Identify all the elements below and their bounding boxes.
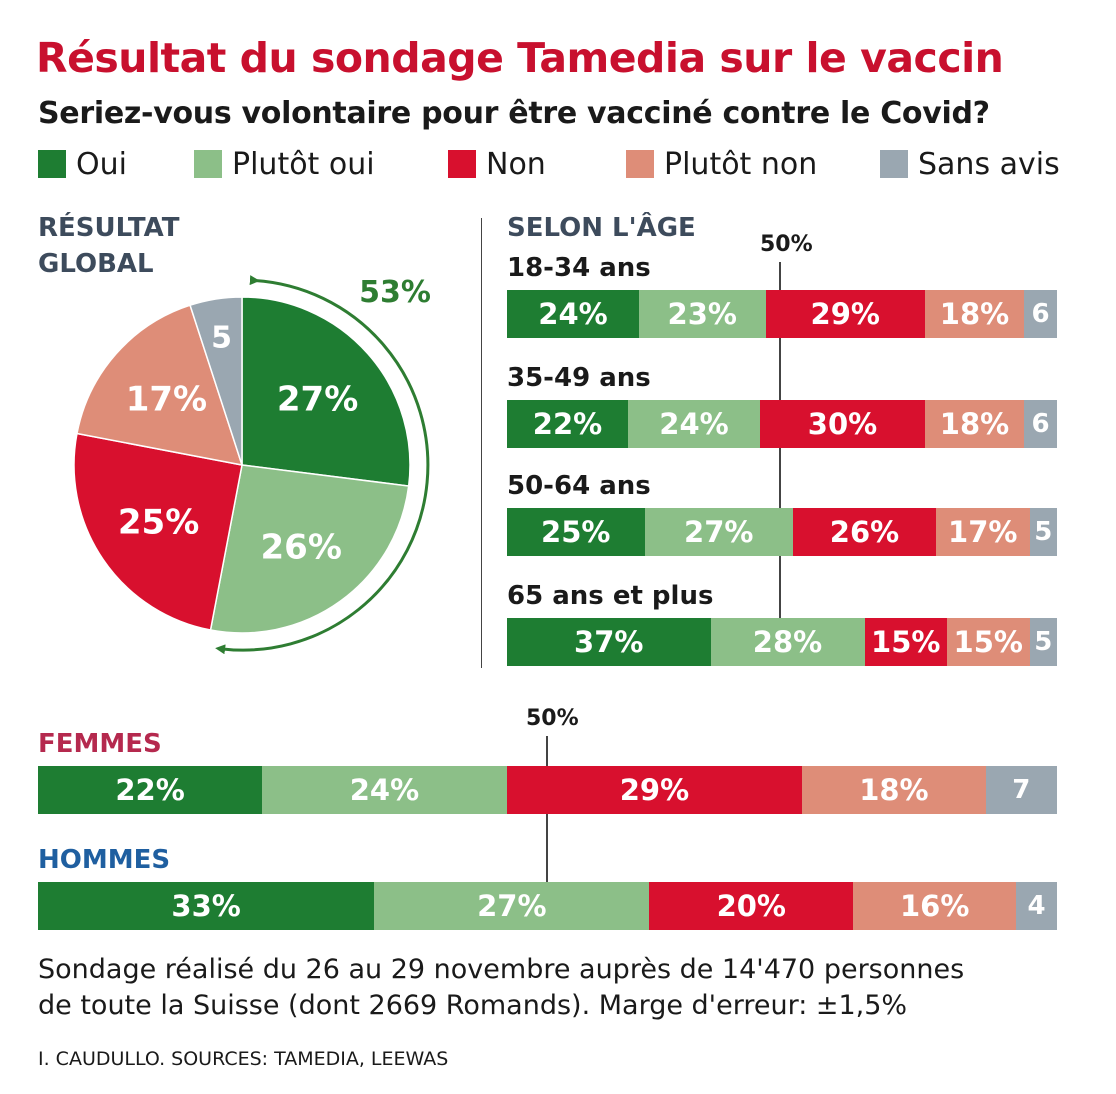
legend-swatch bbox=[626, 150, 654, 178]
bar-segment-oui: 22% bbox=[38, 766, 263, 814]
age-fifty-label: 50% bbox=[760, 232, 813, 257]
legend-swatch bbox=[38, 150, 66, 178]
legend-label: Plutôt non bbox=[664, 146, 818, 182]
legend-swatch bbox=[880, 150, 908, 178]
bar-segment-sans-avis: 7 bbox=[985, 766, 1057, 814]
bar-segment-oui: 24% bbox=[507, 290, 639, 338]
legend-item-oui: Oui bbox=[38, 144, 127, 184]
legend-label: Sans avis bbox=[918, 146, 1060, 182]
footnote-line1: Sondage réalisé du 26 au 29 novembre aup… bbox=[38, 954, 965, 985]
bar-segment-oui: 22% bbox=[507, 400, 628, 448]
pie-slice-plut-t-non bbox=[76, 304, 244, 466]
legend-item-non: Non bbox=[448, 144, 546, 184]
age-label-35-49: 35-49 ans bbox=[507, 363, 651, 393]
bar-segment-plut-t-non: 18% bbox=[925, 400, 1024, 448]
pie-chart: 27% 26% 25% 17%5 53% bbox=[73, 275, 431, 655]
bar-segment-non: 15% bbox=[864, 618, 947, 666]
bar-segment-plut-t-oui: 28% bbox=[710, 618, 865, 666]
gender-label-femmes: FEMMES bbox=[38, 729, 162, 759]
age-fifty-line bbox=[779, 262, 781, 640]
legend: Oui Plutôt oui Non Plutôt non Sans avis bbox=[38, 144, 1078, 184]
bar-segment-non: 20% bbox=[649, 882, 854, 930]
legend-item-plutot-non: Plutôt non bbox=[626, 144, 817, 184]
age-bar-50-64: 25% 27% 26% 17% 5 bbox=[507, 508, 1057, 556]
age-bar-35-49: 22% 24% 30% 18% 6 bbox=[507, 400, 1057, 448]
bar-segment-sans-avis: 4 bbox=[1016, 882, 1057, 930]
bar-segment-plut-t-non: 18% bbox=[925, 290, 1024, 338]
bar-segment-sans-avis: 6 bbox=[1024, 290, 1057, 338]
pie-label: 27% bbox=[277, 379, 358, 419]
legend-label: Non bbox=[486, 146, 546, 182]
legend-label: Oui bbox=[76, 146, 127, 182]
pie-annotation-arrow bbox=[215, 275, 430, 655]
gender-bar-femmes: 22% 24% 29% 18% 7 bbox=[38, 766, 1057, 814]
age-bar-18-34: 24% 23% 29% 18% 6 bbox=[507, 290, 1057, 338]
legend-item-sans-avis: Sans avis bbox=[880, 144, 1060, 184]
pie-label: 17% bbox=[126, 379, 207, 419]
pie-slice-non bbox=[73, 432, 243, 631]
legend-label: Plutôt oui bbox=[232, 146, 375, 182]
chart-title: Résultat du sondage Tamedia sur le vacci… bbox=[36, 34, 1004, 82]
legend-swatch bbox=[448, 150, 476, 178]
bar-segment-plut-t-oui: 24% bbox=[628, 400, 760, 448]
bar-segment-non: 26% bbox=[793, 508, 936, 556]
bar-segment-sans-avis: 5 bbox=[1029, 508, 1057, 556]
bar-segment-oui: 25% bbox=[507, 508, 645, 556]
bar-segment-oui: 37% bbox=[507, 618, 711, 666]
pie-annotation: 53% bbox=[359, 275, 431, 310]
bar-segment-plut-t-non: 15% bbox=[947, 618, 1030, 666]
bar-segment-plut-t-non: 17% bbox=[936, 508, 1030, 556]
bar-segment-plut-t-non: 18% bbox=[802, 766, 986, 814]
bar-segment-oui: 33% bbox=[38, 882, 375, 930]
gender-label-hommes: HOMMES bbox=[38, 845, 171, 875]
bar-segment-plut-t-oui: 27% bbox=[644, 508, 793, 556]
pie-label: 25% bbox=[118, 503, 199, 543]
legend-item-plutot-oui: Plutôt oui bbox=[194, 144, 375, 184]
section-divider bbox=[481, 218, 482, 668]
bar-segment-non: 29% bbox=[765, 290, 925, 338]
pie-slice-oui bbox=[241, 296, 411, 487]
global-section-label: RÉSULTAT GLOBAL bbox=[38, 210, 179, 282]
age-label-50-64: 50-64 ans bbox=[507, 471, 651, 501]
footnote-line2: de toute la Suisse (dont 2669 Romands). … bbox=[38, 990, 908, 1021]
age-label-65-plus: 65 ans et plus bbox=[507, 581, 714, 611]
bar-segment-plut-t-oui: 24% bbox=[262, 766, 507, 814]
bar-segment-plut-t-oui: 27% bbox=[374, 882, 650, 930]
pie-slices bbox=[73, 296, 411, 634]
global-label-line1: RÉSULTAT bbox=[38, 213, 180, 243]
age-bar-65-plus: 37% 28% 15% 15% 5 bbox=[507, 618, 1057, 666]
footnote: Sondage réalisé du 26 au 29 novembre aup… bbox=[38, 952, 1098, 1024]
bar-segment-plut-t-non: 16% bbox=[853, 882, 1017, 930]
gender-fifty-label: 50% bbox=[526, 706, 579, 731]
source-credit: I. CAUDULLO. SOURCES: TAMEDIA, LEEWAS bbox=[38, 1048, 449, 1070]
bar-segment-non: 30% bbox=[760, 400, 925, 448]
chart-question: Seriez-vous volontaire pour être vacciné… bbox=[38, 96, 990, 131]
bar-segment-sans-avis: 5 bbox=[1029, 618, 1057, 666]
pie-label: 26% bbox=[261, 528, 342, 568]
age-label-18-34: 18-34 ans bbox=[507, 253, 651, 283]
bar-segment-non: 29% bbox=[506, 766, 803, 814]
gender-bar-hommes: 33% 27% 20% 16% 4 bbox=[38, 882, 1057, 930]
bar-segment-sans-avis: 6 bbox=[1024, 400, 1057, 448]
pie-label: 5 bbox=[211, 321, 232, 356]
bar-segment-plut-t-oui: 23% bbox=[639, 290, 766, 338]
global-label-line2: GLOBAL bbox=[38, 249, 154, 279]
legend-swatch bbox=[194, 150, 222, 178]
age-section-label: SELON L'ÂGE bbox=[507, 213, 696, 243]
